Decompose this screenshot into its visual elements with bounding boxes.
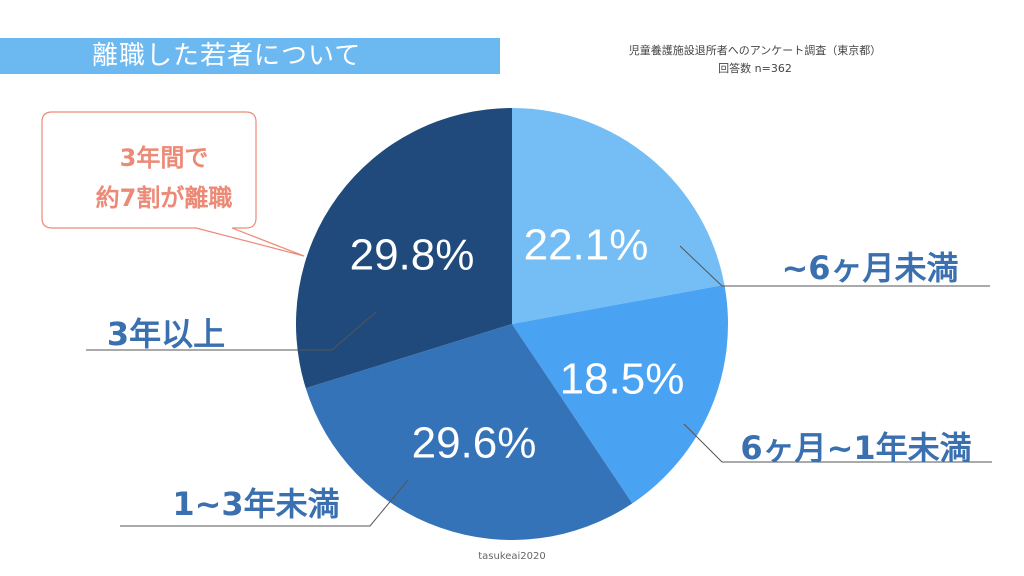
page-title: 離職した若者について bbox=[92, 41, 362, 71]
data-label: 29.6% bbox=[412, 419, 537, 468]
leader-line bbox=[86, 311, 377, 351]
pie-slice bbox=[305, 324, 633, 540]
callout-line-2: 約7割が離職 bbox=[95, 184, 233, 212]
callout-outline bbox=[41, 111, 305, 257]
slice-label: 3年以上 bbox=[107, 315, 225, 353]
leader-line bbox=[683, 423, 992, 463]
leader-line bbox=[679, 245, 990, 287]
data-label: 22.1% bbox=[524, 221, 649, 270]
footer-credit: tasukeai2020 bbox=[478, 551, 546, 562]
survey-source: 児童養護施設退所者へのアンケート調査（東京都） bbox=[628, 44, 882, 57]
pie-slice bbox=[296, 108, 512, 389]
slice-label: 1~3年未満 bbox=[172, 485, 339, 523]
callout-line-1: 3年間で bbox=[119, 144, 209, 172]
data-label: 29.8% bbox=[350, 231, 475, 280]
slice-label: 6ヶ月~1年未満 bbox=[740, 429, 971, 467]
pie-slice bbox=[512, 108, 725, 324]
slice-label: ~6ヶ月未満 bbox=[781, 249, 958, 287]
title-bar bbox=[0, 38, 500, 74]
pie-slice bbox=[512, 284, 728, 504]
respondent-count: 回答数 n=362 bbox=[718, 62, 792, 75]
leader-line bbox=[120, 479, 409, 527]
data-label: 18.5% bbox=[560, 355, 685, 404]
